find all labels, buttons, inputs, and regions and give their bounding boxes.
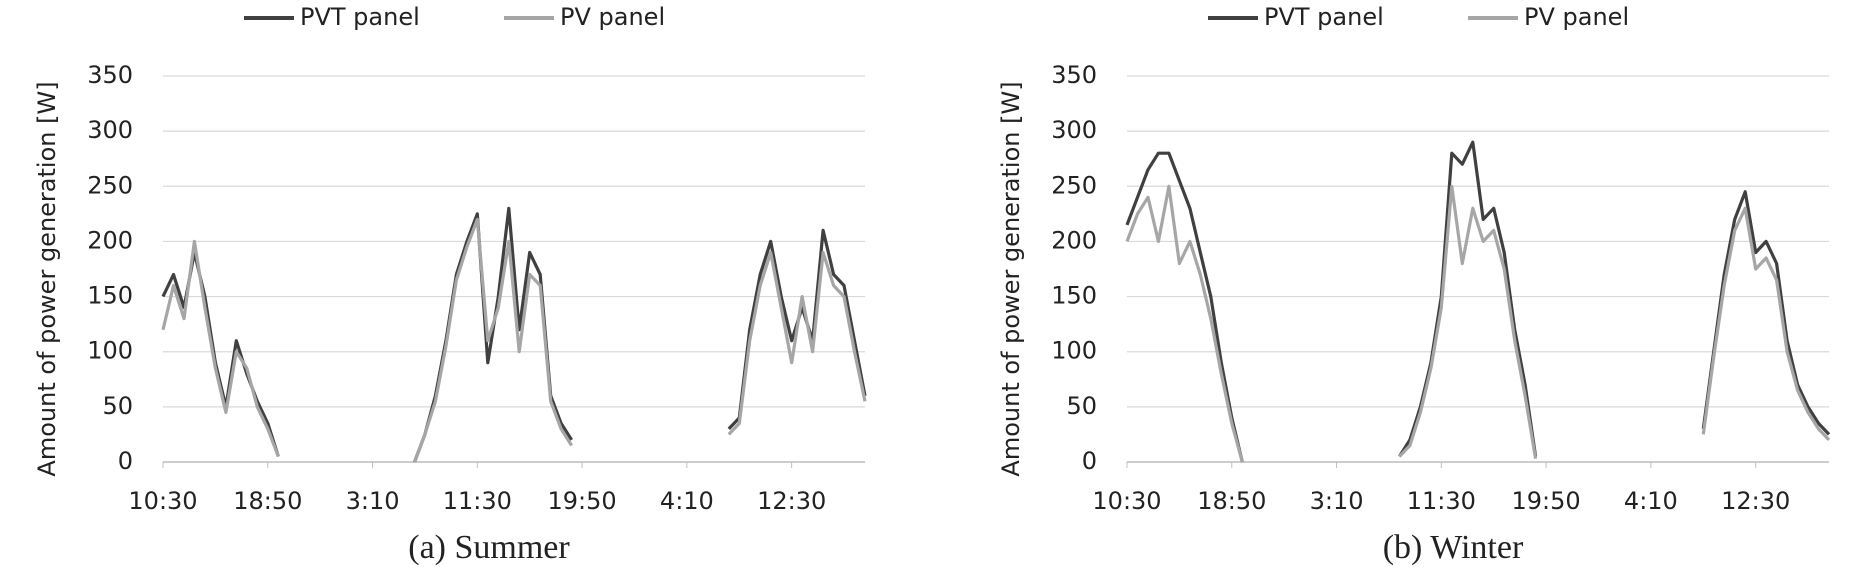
y-tick-label: 300: [87, 116, 133, 144]
x-tick-label: 10:30: [1092, 487, 1161, 515]
series-line: [1125, 184, 1831, 463]
y-tick-label: 350: [1051, 61, 1097, 89]
y-tick-label: 0: [118, 447, 133, 475]
x-tick-label: 19:50: [548, 487, 617, 515]
y-axis-label: Amount of power generation [W]: [997, 81, 1025, 476]
caption: (a) Summer: [408, 529, 570, 566]
y-tick-label: 100: [87, 337, 133, 365]
x-tick-label: 11:30: [443, 487, 512, 515]
legend-label: PV panel: [1524, 3, 1629, 31]
x-tick-label: 11:30: [1407, 487, 1476, 515]
y-axis-label: Amount of power generation [W]: [33, 81, 61, 476]
x-tick-label: 19:50: [1512, 487, 1581, 515]
y-tick-label: 150: [1051, 282, 1097, 310]
y-tick-label: 200: [87, 226, 133, 254]
series-line: [161, 217, 867, 463]
y-tick-label: 250: [87, 171, 133, 199]
y-tick-label: 50: [102, 392, 133, 420]
legend-label: PVT panel: [300, 3, 420, 31]
y-tick-label: 300: [1051, 116, 1097, 144]
x-tick-label: 3:10: [1310, 487, 1364, 515]
x-tick-label: 12:30: [757, 487, 826, 515]
series-line: [161, 206, 867, 463]
y-tick-label: 50: [1066, 392, 1097, 420]
y-tick-label: 350: [87, 61, 133, 89]
x-tick-label: 18:50: [233, 487, 302, 515]
series-line: [1125, 140, 1831, 463]
legend-label: PVT panel: [1264, 3, 1384, 31]
legend-label: PV panel: [560, 3, 665, 31]
x-tick-label: 4:10: [660, 487, 714, 515]
y-tick-label: 100: [1051, 337, 1097, 365]
y-tick-label: 250: [1051, 171, 1097, 199]
x-tick-label: 18:50: [1197, 487, 1266, 515]
x-tick-label: 4:10: [1624, 487, 1678, 515]
caption: (b) Winter: [1383, 529, 1524, 566]
y-tick-label: 150: [87, 282, 133, 310]
x-tick-label: 10:30: [128, 487, 197, 515]
y-tick-label: 0: [1082, 447, 1097, 475]
x-tick-label: 12:30: [1721, 487, 1790, 515]
x-tick-label: 3:10: [346, 487, 400, 515]
y-tick-label: 200: [1051, 226, 1097, 254]
